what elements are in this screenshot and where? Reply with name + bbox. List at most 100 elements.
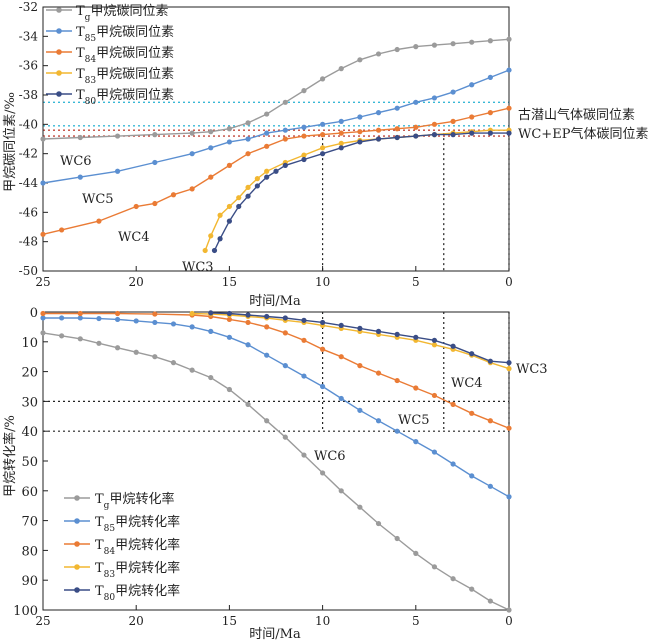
conversion-data-point: [77, 315, 83, 321]
conversion-x-axis-label: 时间/Ma: [249, 627, 301, 642]
isotope-data-point: [301, 133, 307, 139]
conversion-x-tick-label: 25: [35, 614, 50, 628]
conversion-y-tick-label: 0: [30, 306, 38, 321]
isotope-series-2: [40, 105, 512, 237]
legend-swatch-marker: [56, 70, 62, 76]
conversion-data-point: [245, 342, 251, 348]
conversion-data-point: [413, 439, 419, 445]
group-label-wc4: WC4: [118, 230, 150, 245]
conversion-data-point: [394, 377, 400, 384]
isotope-data-point: [301, 88, 307, 94]
conversion-x-tick-label: 5: [412, 614, 420, 628]
isotope-data-point: [375, 127, 382, 133]
isotope-data-point: [320, 76, 326, 82]
conversion-data-point: [152, 311, 158, 317]
conversion-data-point: [506, 360, 512, 366]
conversion-data-point: [357, 363, 363, 369]
legend-entry-label: Tg甲烷转化率: [95, 491, 174, 511]
isotope-data-point: [217, 236, 223, 242]
legend-entry-label: Tg甲烷碳同位素: [76, 4, 168, 23]
conversion-data-point: [208, 374, 214, 381]
isotope-y-tick-label: -40: [19, 117, 38, 131]
isotope-series-4: [211, 130, 512, 254]
isotope-data-point: [450, 118, 456, 124]
conversion-data-point: [394, 428, 400, 434]
conversion-series-line: [43, 312, 510, 429]
ancient-buried-hill-label: 古潜山气体碳同位素: [518, 107, 635, 123]
isotope-data-point: [301, 156, 307, 163]
conversion-x-tick-label: 20: [129, 614, 144, 628]
conversion-data-point: [320, 346, 326, 352]
isotope-data-point: [189, 130, 195, 136]
conversion-series-1: [40, 315, 512, 500]
isotope-x-tick-label: 25: [35, 275, 50, 289]
isotope-data-point: [189, 186, 195, 192]
isotope-data-point: [469, 130, 475, 136]
conversion-data-point: [413, 334, 419, 340]
conversion-series-line: [43, 317, 510, 498]
isotope-series-3: [202, 127, 512, 254]
conversion-series-4: [208, 310, 512, 366]
legend-swatch-marker: [74, 587, 80, 593]
isotope-series-line: [42, 107, 510, 235]
conversion-data-point: [189, 324, 195, 330]
isotope-data-point: [96, 218, 102, 224]
isotope-data-point: [264, 111, 270, 117]
isotope-data-point: [375, 136, 382, 142]
group-label-wc5: WC5: [82, 192, 114, 207]
legend-swatch-marker: [56, 91, 62, 97]
conversion-data-point: [170, 321, 177, 327]
conversion-y-tick-label: 50: [21, 455, 38, 470]
group-label-wc6: WC6: [60, 154, 92, 169]
conversion-data-point: [320, 319, 326, 326]
isotope-y-tick-label: -42: [19, 147, 38, 161]
isotope-data-point: [208, 233, 214, 239]
conversion-data-point: [226, 386, 232, 393]
legend-swatch-marker: [56, 28, 62, 34]
conversion-data-point: [245, 319, 251, 326]
conversion-data-point: [245, 401, 251, 407]
isotope-data-point: [506, 67, 512, 73]
group-label-wc6-bottom: WC6: [314, 449, 346, 464]
conversion-data-point: [431, 449, 438, 455]
isotope-data-point: [236, 203, 242, 210]
conversion-data-point: [450, 461, 456, 467]
conversion-data-point: [469, 410, 475, 416]
isotope-y-tick-label: -38: [19, 88, 38, 102]
isotope-data-point: [211, 247, 218, 254]
isotope-data-point: [282, 136, 288, 142]
isotope-data-point: [40, 180, 46, 186]
isotope-data-point: [133, 203, 139, 210]
conversion-series-line: [210, 312, 510, 364]
conversion-data-point: [226, 316, 232, 323]
conversion-data-point: [114, 345, 121, 351]
conversion-y-tick-label: 60: [21, 485, 38, 500]
isotope-data-point: [282, 99, 288, 105]
conversion-data-point: [506, 425, 512, 431]
conversion-data-point: [487, 418, 493, 424]
conversion-y-tick-label: 70: [21, 515, 38, 530]
isotope-data-point: [450, 89, 456, 95]
isotope-series-0: [40, 36, 512, 142]
isotope-data-point: [469, 114, 475, 120]
isotope-x-tick-label: 15: [222, 275, 237, 289]
conversion-series-2: [40, 310, 512, 431]
group-label-wc4-bottom: WC4: [451, 376, 483, 391]
isotope-data-point: [208, 129, 214, 135]
isotope-series-line: [42, 38, 510, 140]
isotope-data-point: [357, 114, 363, 120]
conversion-data-point: [338, 488, 344, 494]
legend-swatch-marker: [56, 49, 62, 55]
isotope-data-point: [202, 247, 208, 254]
conversion-data-point: [226, 310, 232, 317]
conversion-data-point: [450, 401, 456, 407]
isotope-data-point: [450, 41, 456, 47]
isotope-data-point: [301, 124, 307, 130]
conversion-data-point: [40, 310, 46, 317]
legend-entry-label: T84甲烷转化率: [95, 537, 180, 557]
conversion-data-point: [114, 310, 121, 317]
isotope-data-point: [320, 121, 326, 127]
conversion-x-tick-label: 0: [505, 614, 513, 628]
isotope-data-point: [338, 145, 344, 151]
isotope-data-point: [77, 134, 83, 141]
